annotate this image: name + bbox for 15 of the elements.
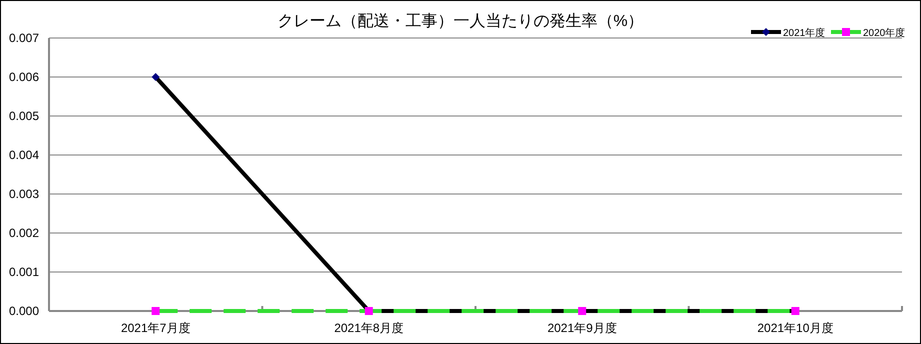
y-tick-label: 0.007	[8, 31, 40, 45]
y-tick-label: 0.001	[8, 265, 40, 279]
y-tick-label: 0.004	[8, 148, 40, 162]
y-tick-label: 0.006	[8, 70, 40, 84]
x-tick-label: 2021年10月度	[757, 321, 834, 335]
chart-title: クレーム（配送・工事）一人当たりの発生率（%）	[277, 12, 644, 30]
x-tick-label: 2021年9月度	[547, 321, 617, 335]
legend-label: 2020年度	[863, 27, 906, 39]
y-tick-label: 0.000	[8, 304, 40, 318]
x-tick-label: 2021年8月度	[334, 321, 404, 335]
y-tick-label: 0.002	[8, 226, 40, 240]
y-tick-label: 0.003	[8, 187, 40, 201]
x-tick-label: 2021年7月度	[120, 321, 190, 335]
legend-label: 2021年度	[783, 27, 826, 39]
y-tick-label: 0.005	[8, 109, 40, 123]
